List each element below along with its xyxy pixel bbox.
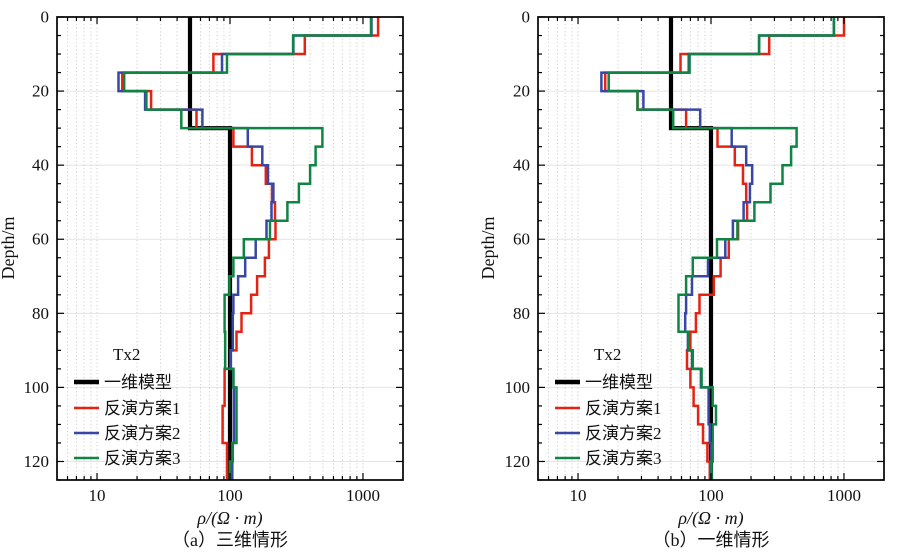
- panel-b-y-axis-label: Depth/m: [478, 217, 498, 280]
- legend-title: Tx2: [594, 345, 621, 364]
- panel-b-plot-area: 10 100 1000 0 20 40 60 80 100 120: [505, 8, 885, 505]
- panel-b-caption: （b）一维情形: [653, 530, 770, 550]
- y-tick-label: 80: [513, 304, 530, 323]
- y-tick-label: 0: [41, 8, 50, 27]
- panel-b-chart: 10 100 1000 0 20 40 60 80 100 120 Depth/m ρ/(Ω · …: [478, 8, 885, 550]
- y-tick-label: 100: [505, 378, 531, 397]
- panel-a-y-axis-label: Depth/m: [0, 217, 18, 280]
- x-tick-label: 1000: [346, 486, 380, 505]
- y-tick-label: 100: [24, 378, 50, 397]
- y-tick-label: 40: [513, 156, 530, 175]
- y-tick-label: 60: [513, 230, 530, 249]
- panel-a-chart: 10 100 1000 0 20 40 60 80 100 120 Depth/m ρ/(Ω · …: [0, 8, 404, 550]
- y-tick-label: 40: [32, 156, 49, 175]
- panel-b-legend: Tx2 一维模型 反演方案1 反演方案2 反演方案3: [555, 345, 662, 468]
- x-tick-label: 10: [89, 486, 106, 505]
- series-model-line: [668, 17, 714, 480]
- x-tick-label: 100: [217, 486, 243, 505]
- series-model-line: [187, 17, 233, 480]
- series-plan3-line: [607, 17, 836, 480]
- panel-a-legend: Tx2 一维模型 反演方案1 反演方案2 反演方案3: [74, 345, 181, 468]
- x-tick-label: 1000: [827, 486, 861, 505]
- legend-label-plan1: 反演方案1: [585, 399, 662, 418]
- panel-b-x-axis-label: ρ/(Ω · m): [677, 508, 743, 529]
- x-tick-label: 10: [570, 486, 587, 505]
- y-tick-label: 20: [32, 82, 49, 101]
- legend-label-plan2: 反演方案2: [585, 424, 662, 443]
- legend-label-plan2: 反演方案2: [104, 424, 181, 443]
- panel-a-plot-area: 10 100 1000 0 20 40 60 80 100 120: [24, 8, 404, 505]
- y-tick-label: 20: [513, 82, 530, 101]
- legend-label-model: 一维模型: [104, 373, 172, 392]
- panel-a-caption: （a）三维情形: [172, 530, 288, 550]
- legend-label-plan1: 反演方案1: [104, 399, 181, 418]
- y-tick-label: 0: [522, 8, 531, 27]
- legend-label-model: 一维模型: [585, 373, 653, 392]
- legend-label-plan3: 反演方案3: [104, 449, 181, 468]
- legend-label-plan3: 反演方案3: [585, 449, 662, 468]
- y-tick-label: 120: [24, 452, 50, 471]
- panel-a-x-axis-label: ρ/(Ω · m): [196, 508, 262, 529]
- series-plan3-line: [122, 17, 373, 480]
- y-tick-label: 80: [32, 304, 49, 323]
- y-tick-label: 120: [505, 452, 531, 471]
- x-tick-label: 100: [698, 486, 724, 505]
- legend-title: Tx2: [113, 345, 140, 364]
- y-tick-label: 60: [32, 230, 49, 249]
